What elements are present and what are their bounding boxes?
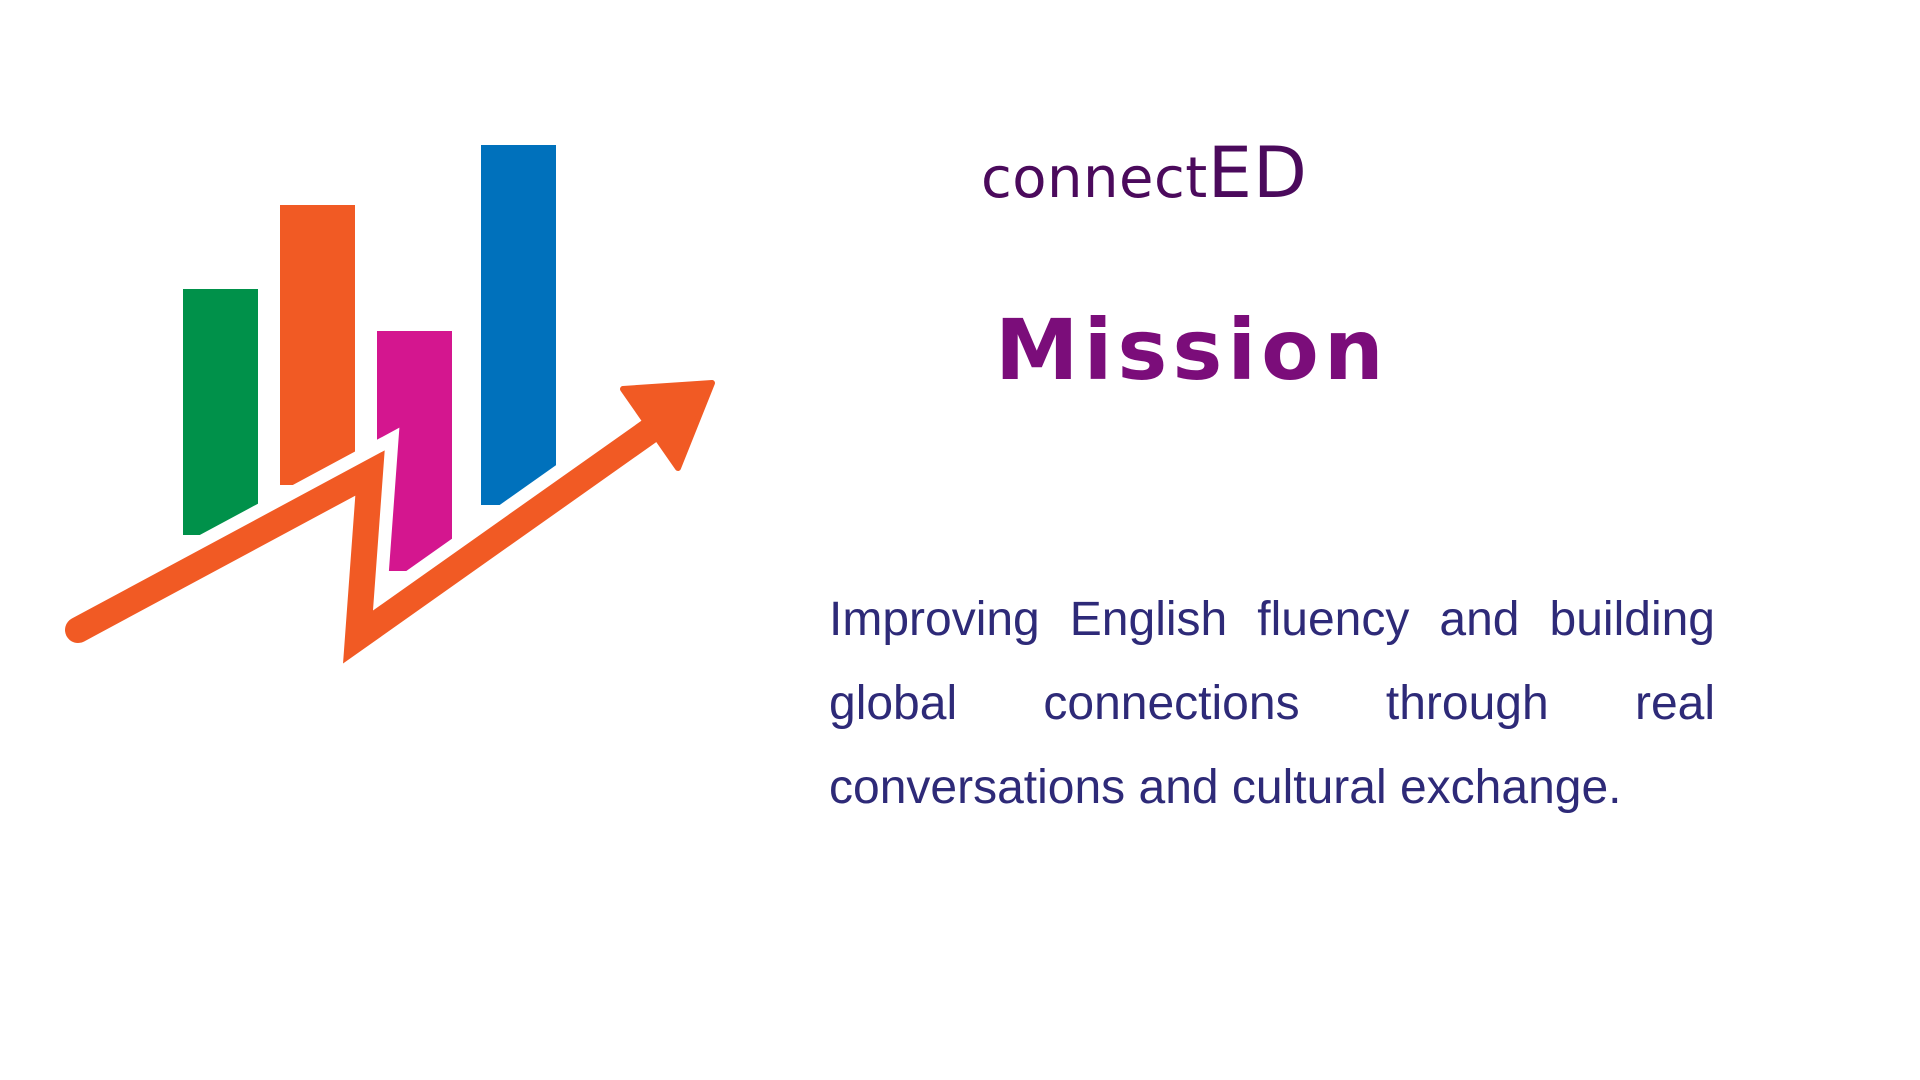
blue-bar: [481, 145, 556, 505]
orange-bar: [280, 205, 355, 485]
logo-ed: ED: [1207, 132, 1308, 214]
growth-chart-arrow-icon: [52, 145, 715, 691]
page-title: Mission: [995, 301, 1389, 399]
green-bar: [183, 289, 258, 535]
mission-statement: Improving English fluency and building g…: [829, 593, 1715, 814]
logo-word: connect: [981, 146, 1208, 211]
connected-logo: connectED: [981, 138, 1308, 208]
trend-arrow-shaft: [65, 407, 678, 664]
trend-arrow-head: [620, 380, 715, 471]
